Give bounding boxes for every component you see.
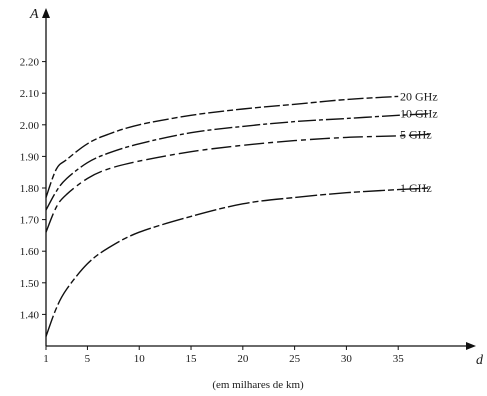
y-tick-label: 2.00 [20, 120, 40, 132]
x-axis-ticks: 1 5 10 15 20 25 30 35 [43, 346, 404, 365]
y-tick-label: 1.40 [20, 309, 40, 321]
series-label: 20 GHz [400, 89, 438, 103]
y-tick-label: 2.20 [20, 57, 40, 69]
series-lines [45, 95, 430, 337]
x-tick-label: 10 [134, 353, 146, 365]
x-axis-arrow [466, 342, 476, 350]
x-tick-label: 20 [237, 353, 249, 365]
series-line [45, 133, 430, 233]
x-axis-caption: (em milhares de km) [212, 379, 304, 391]
y-tick-label: 2.10 [20, 88, 40, 100]
x-tick-label: 35 [393, 353, 405, 365]
y-axis-arrow [42, 8, 50, 18]
y-tick-label: 1.70 [20, 215, 40, 227]
y-tick-label: 1.50 [20, 278, 40, 290]
x-tick-label: 5 [85, 353, 91, 365]
y-tick-label: 1.90 [20, 151, 40, 163]
series-label: 1 GHz [400, 181, 432, 195]
chart-axes [42, 8, 476, 350]
series-line [45, 95, 399, 198]
y-axis-ticks: 1.40 1.50 1.60 1.70 1.80 1.90 2.00 2.10 2.20 [20, 57, 46, 321]
series-line [45, 113, 430, 211]
y-tick-label: 1.80 [20, 183, 40, 195]
series-line [45, 187, 430, 337]
x-tick-label: 1 [43, 353, 49, 365]
series-label: 5 GHz [400, 127, 432, 141]
x-tick-label: 30 [341, 353, 353, 365]
x-tick-label: 25 [289, 353, 301, 365]
series-labels: 20 GHz 10 GHz 5 GHz 1 GHz [400, 89, 438, 195]
x-axis-label: d [476, 353, 484, 368]
y-axis-label: A [29, 7, 39, 22]
series-label: 10 GHz [400, 107, 438, 121]
x-tick-label: 15 [186, 353, 198, 365]
y-tick-label: 1.60 [20, 246, 40, 258]
